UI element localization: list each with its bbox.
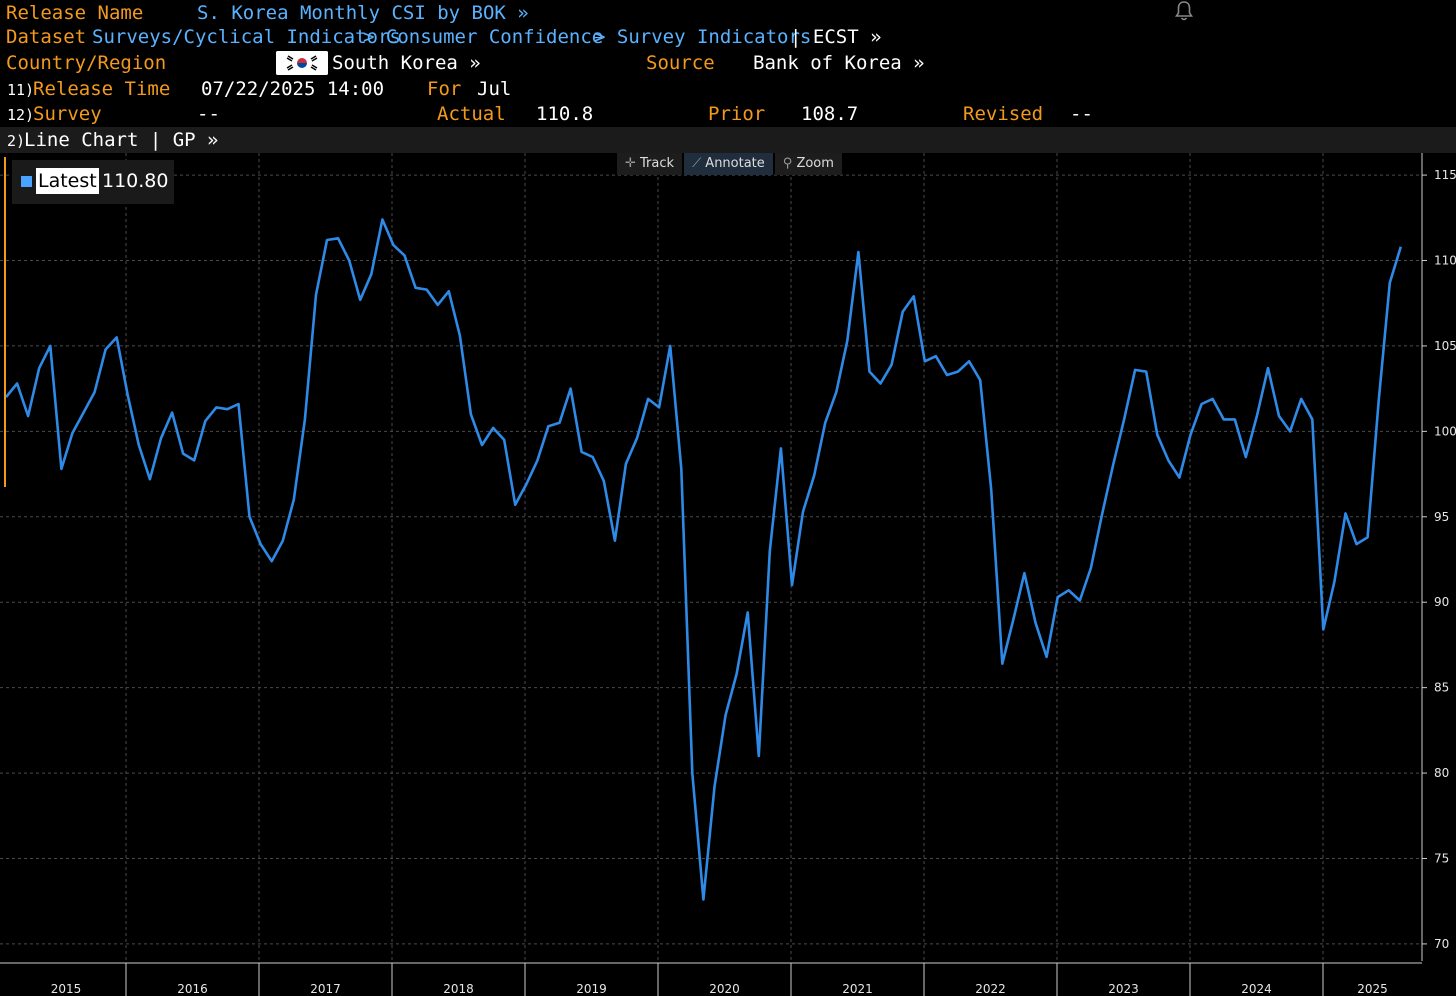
x-tick-label: 2022 [975, 982, 1006, 996]
for-label: For [427, 78, 462, 100]
chart-legend[interactable]: Latest 110.80 [12, 160, 174, 204]
chart-toolbar: ✛ Track ⟋ Annotate ⚲ Zoom [617, 153, 844, 175]
x-tick-label: 2015 [51, 982, 82, 996]
x-tick-label: 2017 [310, 982, 341, 996]
dataset-link-surveys[interactable]: Surveys/Cyclical Indicators [92, 26, 401, 48]
revised-value: -- [1070, 103, 1093, 125]
prior-label: Prior [708, 103, 766, 125]
release-time-label[interactable]: Release Time [33, 78, 171, 100]
bell-icon[interactable] [1174, 0, 1194, 22]
release-name-row: Release Name S. Korea Monthly CSI by BOK… [0, 0, 1456, 26]
zoom-label: Zoom [796, 156, 834, 171]
release-name-label: Release Name [6, 2, 144, 24]
for-value: Jul [477, 78, 512, 100]
prior-value: 108.7 [801, 103, 859, 125]
country-link[interactable]: South Korea » [332, 52, 481, 74]
revised-label: Revised [963, 103, 1044, 125]
annotate-button[interactable]: ⟋ Annotate [684, 153, 773, 175]
crosshair-icon: ✛ [625, 156, 641, 171]
legend-series-name: Latest [36, 168, 99, 194]
dataset-link-survey-indicators[interactable]: > Survey Indicators [594, 26, 812, 48]
y-tick-label: 85 [1434, 681, 1449, 695]
x-tick-label: 2019 [576, 982, 607, 996]
dataset-link-consumer-confidence[interactable]: > Consumer Confidence [363, 26, 604, 48]
release-name-link[interactable]: S. Korea Monthly CSI by BOK » [197, 2, 529, 24]
annotate-label: Annotate [705, 156, 765, 171]
y-axis: 115 110 105 100 95 90 85 80 75 70 [1421, 153, 1456, 961]
y-tick-label: 95 [1434, 510, 1449, 524]
country-row: Country/Region South Korea » Source Bank… [0, 50, 1456, 76]
x-axis: 2015 2016 2017 2018 2019 2020 2021 2022 2023 2024… [0, 962, 1456, 996]
chart-title-bar: 2) Line Chart | GP » [0, 127, 1456, 153]
left-edge-marker [4, 157, 6, 487]
dataset-label: Dataset [6, 26, 87, 48]
chart-type-link[interactable]: Line Chart | GP » [24, 129, 219, 151]
actual-label: Actual [437, 103, 506, 125]
country-label: Country/Region [6, 52, 167, 74]
magnifier-icon: ⚲ [782, 156, 797, 171]
y-tick-label: 110 [1434, 254, 1456, 268]
y-tick-label: 105 [1434, 339, 1456, 353]
source-link[interactable]: Bank of Korea » [753, 52, 925, 74]
release-header: Release Name S. Korea Monthly CSI by BOK… [0, 0, 1456, 127]
source-label: Source [646, 52, 715, 74]
x-tick-label: 2016 [177, 982, 208, 996]
survey-label[interactable]: Survey [33, 103, 102, 125]
x-tick-label: 2025 [1357, 982, 1388, 996]
x-axis-band [0, 963, 1456, 996]
x-tick-label: 2024 [1241, 982, 1272, 996]
legend-series-value: 110.80 [102, 170, 169, 192]
legend-swatch [21, 176, 32, 187]
y-tick-label: 90 [1434, 595, 1449, 609]
x-tick-label: 2023 [1108, 982, 1139, 996]
y-tick-label: 80 [1434, 766, 1449, 780]
survey-row: 12) Survey -- Actual 110.8 Prior 108.7 R… [0, 101, 1456, 127]
x-tick-label: 2021 [842, 982, 873, 996]
pencil-icon: ⟋ [692, 156, 706, 171]
track-button[interactable]: ✛ Track [617, 153, 683, 175]
csi-series-line [4, 218, 1403, 901]
release-time-row: 11) Release Time 07/22/2025 14:00 For Ju… [0, 76, 1456, 102]
y-tick-label: 75 [1434, 851, 1449, 865]
x-tick-label: 2020 [709, 982, 740, 996]
survey-value: -- [197, 103, 220, 125]
survey-number[interactable]: 12) [7, 106, 35, 124]
chart-grid [0, 153, 1422, 961]
release-time-value: 07/22/2025 14:00 [201, 78, 385, 100]
chart-bar-number[interactable]: 2) [7, 132, 26, 150]
dataset-ticker[interactable]: | ECST » [790, 26, 882, 48]
y-tick-label: 115 [1434, 168, 1456, 182]
actual-value: 110.8 [536, 103, 594, 125]
release-time-number[interactable]: 11) [7, 81, 35, 99]
zoom-button[interactable]: ⚲ Zoom [774, 153, 842, 175]
dataset-row: Dataset Surveys/Cyclical Indicators > Co… [0, 24, 1456, 50]
track-label: Track [640, 156, 675, 171]
y-tick-label: 70 [1434, 937, 1449, 951]
x-tick-label: 2018 [443, 982, 474, 996]
south-korea-flag-icon [276, 51, 328, 75]
y-tick-label: 100 [1434, 424, 1456, 438]
